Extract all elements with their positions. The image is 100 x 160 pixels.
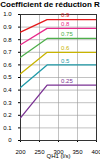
svg-text:350: 350 [72, 149, 83, 155]
svg-text:0.75: 0.75 [61, 31, 73, 37]
svg-text:0.4: 0.4 [3, 87, 12, 93]
html-text:Coefficient de réduction R: Coefficient de réduction R [0, 0, 100, 9]
svg-text:0.8: 0.8 [61, 21, 70, 27]
svg-text:0: 0 [8, 137, 12, 143]
svg-text:400: 400 [91, 149, 100, 155]
svg-text:0.6: 0.6 [3, 62, 12, 68]
svg-text:0.8: 0.8 [3, 37, 12, 43]
svg-text:0.7: 0.7 [3, 49, 12, 55]
svg-text:0.9: 0.9 [61, 12, 70, 18]
svg-text:QH1 (l/s): QH1 (l/s) [47, 153, 71, 159]
svg-text:0.9: 0.9 [3, 24, 12, 30]
svg-text:0.2: 0.2 [3, 112, 12, 118]
svg-text:0.5: 0.5 [61, 58, 70, 64]
svg-text:1.0: 1.0 [3, 11, 12, 17]
svg-text:200: 200 [15, 149, 26, 155]
svg-text:0.6: 0.6 [61, 45, 70, 51]
svg-text:0.25: 0.25 [61, 78, 73, 84]
svg-text:250: 250 [34, 149, 45, 155]
svg-text:0.1: 0.1 [3, 125, 12, 131]
svg-text:0.3: 0.3 [3, 100, 12, 106]
svg-text:0.5: 0.5 [3, 74, 12, 80]
